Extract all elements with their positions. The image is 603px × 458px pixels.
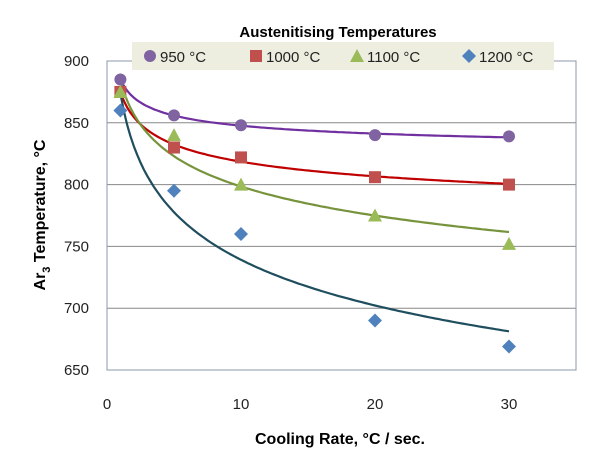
legend-label: 1200 °C	[479, 49, 534, 66]
data-point-series-1	[369, 171, 381, 184]
data-point-series-1	[503, 178, 515, 191]
trendline-series-0	[119, 78, 510, 139]
legend-label: 1100 °C	[367, 49, 420, 66]
x-tick-label: 30	[501, 396, 518, 413]
y-axis-ticks: 650 700 750 800 850 900	[64, 53, 89, 379]
data-point-series-2	[234, 177, 248, 191]
trendline-series-2	[119, 80, 510, 234]
gridlines	[107, 60, 576, 309]
data-point-series-3	[368, 313, 382, 328]
data-point-series-3	[113, 103, 128, 118]
y-axis-title-rest: Temperature, °C	[32, 139, 49, 266]
legend-entry: 950 °C	[144, 49, 206, 66]
y-tick-label: 700	[64, 300, 89, 317]
x-axis-ticks: 0 10 20 30	[103, 396, 518, 413]
trendline-series-3	[119, 93, 510, 333]
data-point-series-0	[114, 73, 127, 86]
legend-label: 1000 °C	[266, 49, 321, 66]
data-point-series-3	[502, 339, 516, 354]
data-point-series-1	[235, 151, 247, 164]
x-tick-label: 20	[367, 396, 384, 413]
legend-title: Austenitising Temperatures	[239, 24, 436, 41]
trendlines	[119, 78, 510, 333]
data-point-series-0	[503, 130, 515, 143]
data-point-series-3	[234, 227, 248, 242]
data-point-series-2	[368, 208, 382, 222]
legend-marker-triangle-icon	[350, 49, 364, 62]
legend-marker-diamond-icon	[462, 49, 476, 63]
x-axis-title: Cooling Rate, °C / sec.	[255, 431, 425, 448]
legend: 950 °C 1000 °C 1100 °C 1200 °C	[144, 49, 534, 66]
data-point-series-2	[113, 84, 128, 98]
legend-label: 950 °C	[160, 49, 206, 66]
legend-entry: 1100 °C	[350, 49, 420, 66]
y-axis-title-subscript: 3	[41, 267, 53, 273]
y-tick-label: 800	[64, 177, 89, 194]
y-axis-title-main: Ar	[32, 273, 49, 291]
legend-entry: 1200 °C	[462, 49, 534, 66]
legend-entry: 1000 °C	[250, 49, 321, 66]
y-tick-label: 750	[64, 238, 89, 255]
data-point-series-3	[167, 183, 181, 198]
data-point-series-2	[502, 236, 516, 250]
x-tick-label: 10	[233, 396, 250, 413]
y-tick-label: 900	[64, 53, 89, 70]
legend-box	[132, 42, 554, 70]
data-point-series-0	[235, 119, 247, 132]
data-point-series-0	[369, 129, 381, 142]
x-tick-label: 0	[103, 396, 111, 413]
legend-marker-square-icon	[250, 50, 262, 62]
data-markers	[113, 73, 516, 354]
y-tick-label: 650	[64, 362, 89, 379]
legend-marker-circle-icon	[144, 50, 156, 62]
data-point-series-0	[168, 109, 180, 122]
y-tick-label: 850	[64, 115, 89, 132]
y-axis-title: Ar3 Temperature, °C	[32, 139, 53, 290]
data-point-series-2	[167, 128, 181, 142]
trendline-series-1	[119, 91, 510, 185]
data-point-series-1	[168, 141, 180, 154]
